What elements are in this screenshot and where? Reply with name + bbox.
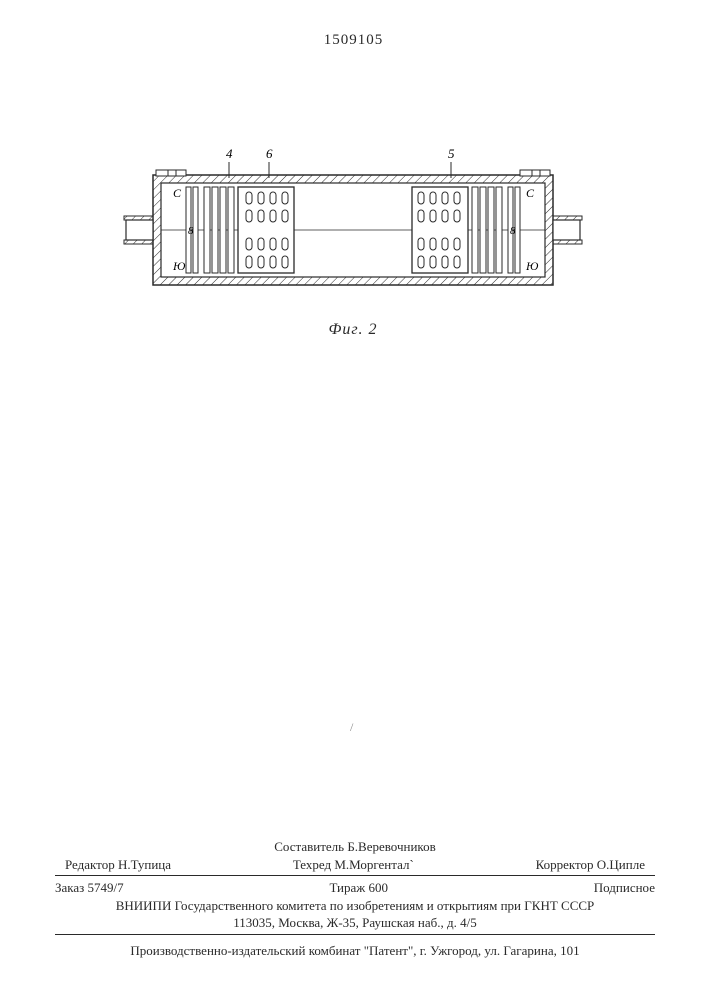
divider-1 bbox=[55, 875, 655, 876]
svg-text:6: 6 bbox=[266, 146, 273, 161]
tirazh: Тираж 600 bbox=[329, 879, 388, 897]
stray-mark: / bbox=[350, 720, 353, 735]
org-line-2: 113035, Москва, Ж-35, Раушская наб., д. … bbox=[55, 914, 655, 932]
corrector-line: Корректор О.Ципле bbox=[536, 856, 645, 874]
composer-line: Составитель Б.Веревочников bbox=[55, 838, 655, 856]
org-line-1: ВНИИПИ Государственного комитета по изоб… bbox=[55, 897, 655, 915]
svg-text:8: 8 bbox=[188, 225, 194, 237]
svg-text:Ю: Ю bbox=[172, 259, 186, 273]
svg-text:4: 4 bbox=[226, 146, 233, 161]
figure-caption: Фиг. 2 bbox=[118, 321, 588, 339]
document-number: 1509105 bbox=[0, 32, 707, 49]
svg-text:С: С bbox=[173, 186, 182, 200]
figure-2: 4 6 5 С bbox=[118, 140, 588, 339]
svg-text:Ю: Ю bbox=[525, 259, 539, 273]
divider-2 bbox=[55, 934, 655, 935]
printer-line: Производственно-издательский комбинат "П… bbox=[55, 942, 655, 960]
svg-text:С: С bbox=[526, 186, 535, 200]
editor-line: Редактор Н.Тупица bbox=[65, 856, 171, 874]
svg-text:5: 5 bbox=[448, 146, 455, 161]
subscription: Подписное bbox=[594, 879, 655, 897]
credits-block: Составитель Б.Веревочников Редактор Н.Ту… bbox=[55, 838, 655, 959]
svg-text:8: 8 bbox=[510, 225, 516, 237]
figure-svg: 4 6 5 С bbox=[118, 140, 588, 310]
order-row: Заказ 5749/7 Тираж 600 Подписное bbox=[55, 879, 655, 897]
page: 1509105 4 6 5 bbox=[0, 0, 707, 1000]
tech-line: Техред М.Моргентал` bbox=[293, 856, 414, 874]
order-number: Заказ 5749/7 bbox=[55, 879, 124, 897]
